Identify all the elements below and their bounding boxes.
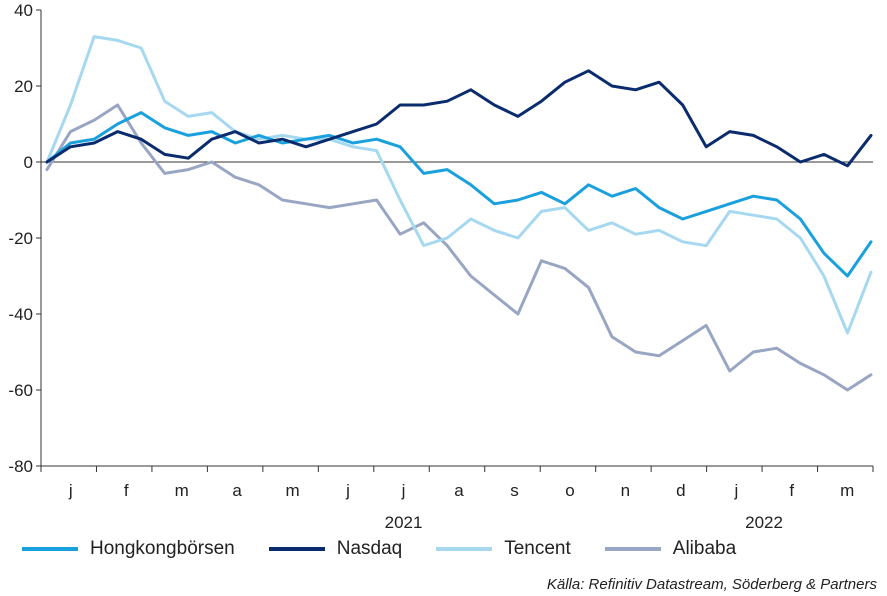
legend-label: Hongkongbörsen [90,538,235,559]
legend-item-tencent: Tencent [436,538,571,560]
y-tick-label: -60 [8,381,33,400]
line-chart: 40 20 0 -20 -40 -60 -80 j f m a m j j a s o n d j f m 2021 2022 [8,1,874,530]
month-label: f [124,481,129,500]
y-tick-label: -80 [8,457,33,476]
year-label: 2022 [745,513,783,530]
legend-swatch [436,547,493,551]
month-label: m [175,481,189,500]
month-label: o [565,481,574,500]
month-label: a [454,481,464,500]
month-label: a [232,481,242,500]
year-label: 2021 [385,513,423,530]
legend-label: Nasdaq [336,538,403,559]
legend-swatch [268,547,325,551]
y-tick-label: 0 [24,153,33,172]
series-line-nasdaq [45,69,873,168]
legend-item-nasdaq: Nasdaq [268,538,403,560]
series-line-tencent [45,35,873,335]
legend-item-hongkongborsen: Hongkongbörsen [22,538,235,560]
legend-swatch [604,547,661,551]
month-label: f [789,481,794,500]
legend-label: Alibaba [672,538,737,559]
month-label: j [401,481,406,500]
month-label: n [621,481,630,500]
legend-swatch [22,547,78,551]
month-label: j [345,481,350,500]
y-tick-label: 40 [14,1,33,20]
source-note: Källa: Refinitiv Datastream, Söderberg &… [546,576,877,593]
month-label: d [676,481,685,500]
month-label: m [840,481,854,500]
month-label: j [68,481,73,500]
legend-item-alibaba: Alibaba [604,538,737,560]
series-line-alibaba [45,103,873,392]
y-tick-label: 20 [14,77,33,96]
month-label: j [733,481,738,500]
month-label: m [286,481,300,500]
legend-label: Tencent [504,538,571,559]
series-line-hongkongb-rsen [45,111,873,278]
legend: Hongkongbörsen Nasdaq Tencent Alibaba [22,538,770,560]
y-tick-label: -20 [8,229,33,248]
month-label: s [510,481,519,500]
y-tick-label: -40 [8,305,33,324]
